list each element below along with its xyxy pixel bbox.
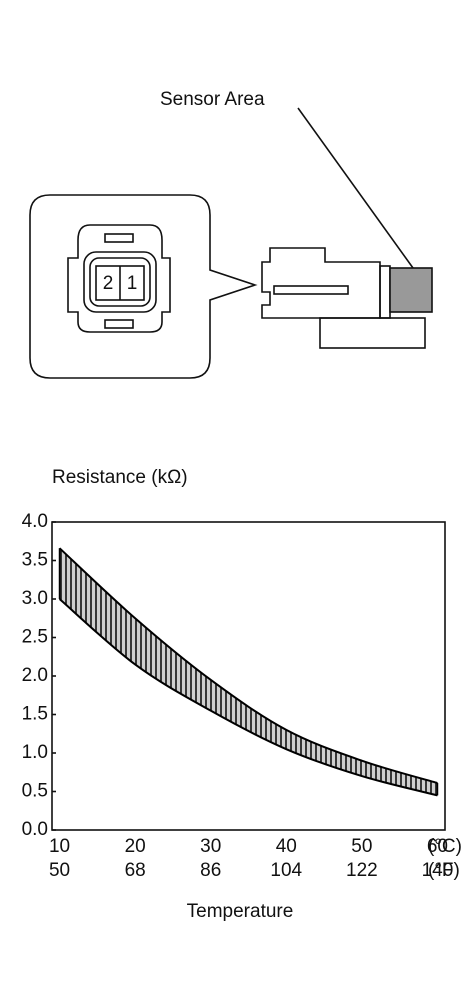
x-tick-label-f: 140 [422,860,454,881]
x-tick-label: 40 [276,836,297,857]
x-tick-label: 50 [351,836,372,857]
y-tick-label: 0.5 [22,781,48,802]
y-tick-label: 4.0 [22,511,48,532]
sensor-illustration: Sensor Area [160,89,433,349]
band-edge [58,598,438,797]
y-tick-label: 1.0 [22,742,48,763]
connector-illustration: 2 1 [29,194,258,379]
callout-label: Sensor Area [160,89,265,110]
x-tick-label-f: 68 [125,860,146,881]
x-tick-label-f: 122 [346,860,378,881]
y-tick-label: 1.5 [22,704,48,725]
pin-label: 1 [127,273,138,294]
y-tick-label: 2.5 [22,627,48,648]
x-unit: (°C) [428,836,462,857]
y-tick-label: 2.0 [22,665,48,686]
y-axis-label: Resistance (kΩ) [52,467,188,488]
band-edge [58,547,438,784]
y-tick-label: 0.0 [22,819,48,840]
x-tick-label: 30 [200,836,221,857]
x-tick-label-f: 104 [270,860,302,881]
x-axis-label: Temperature [187,901,294,922]
x-tick-label: 60 [427,836,448,857]
y-tick-label: 3.5 [22,550,48,571]
pin-label: 2 [103,273,114,294]
y-tick-label: 3.0 [22,588,48,609]
x-tick-label-f: 50 [49,860,70,881]
x-tick-label-f: 86 [200,860,221,881]
x-unit: (°F) [428,860,460,881]
band-fill [59,548,438,796]
x-tick-label: 10 [49,836,70,857]
x-tick-label: 20 [125,836,146,857]
